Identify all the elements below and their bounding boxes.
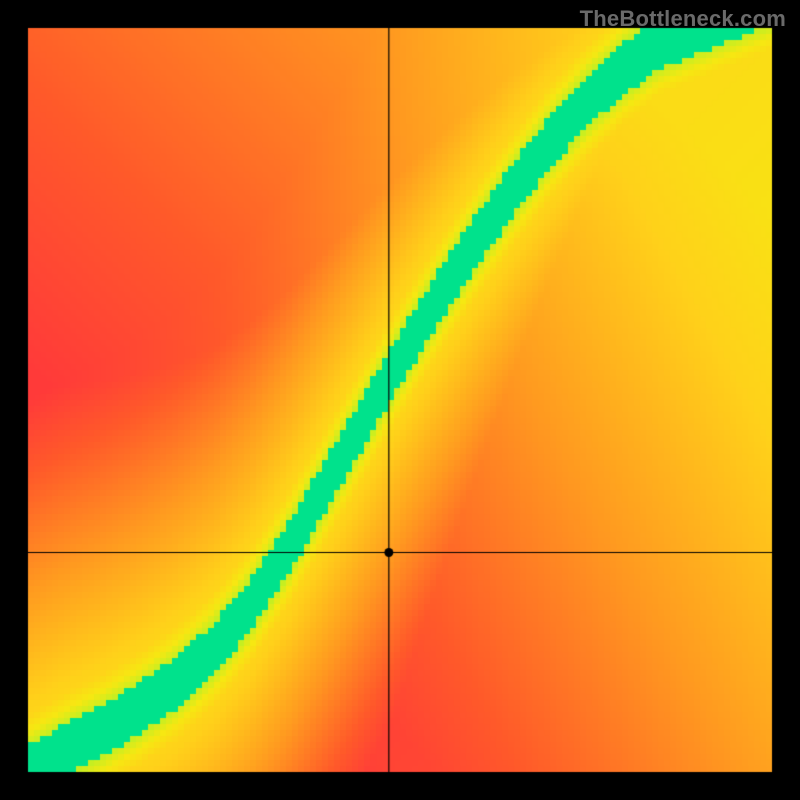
bottleneck-heatmap-canvas	[0, 0, 800, 800]
chart-container: TheBottleneck.com	[0, 0, 800, 800]
watermark-text: TheBottleneck.com	[580, 6, 786, 32]
